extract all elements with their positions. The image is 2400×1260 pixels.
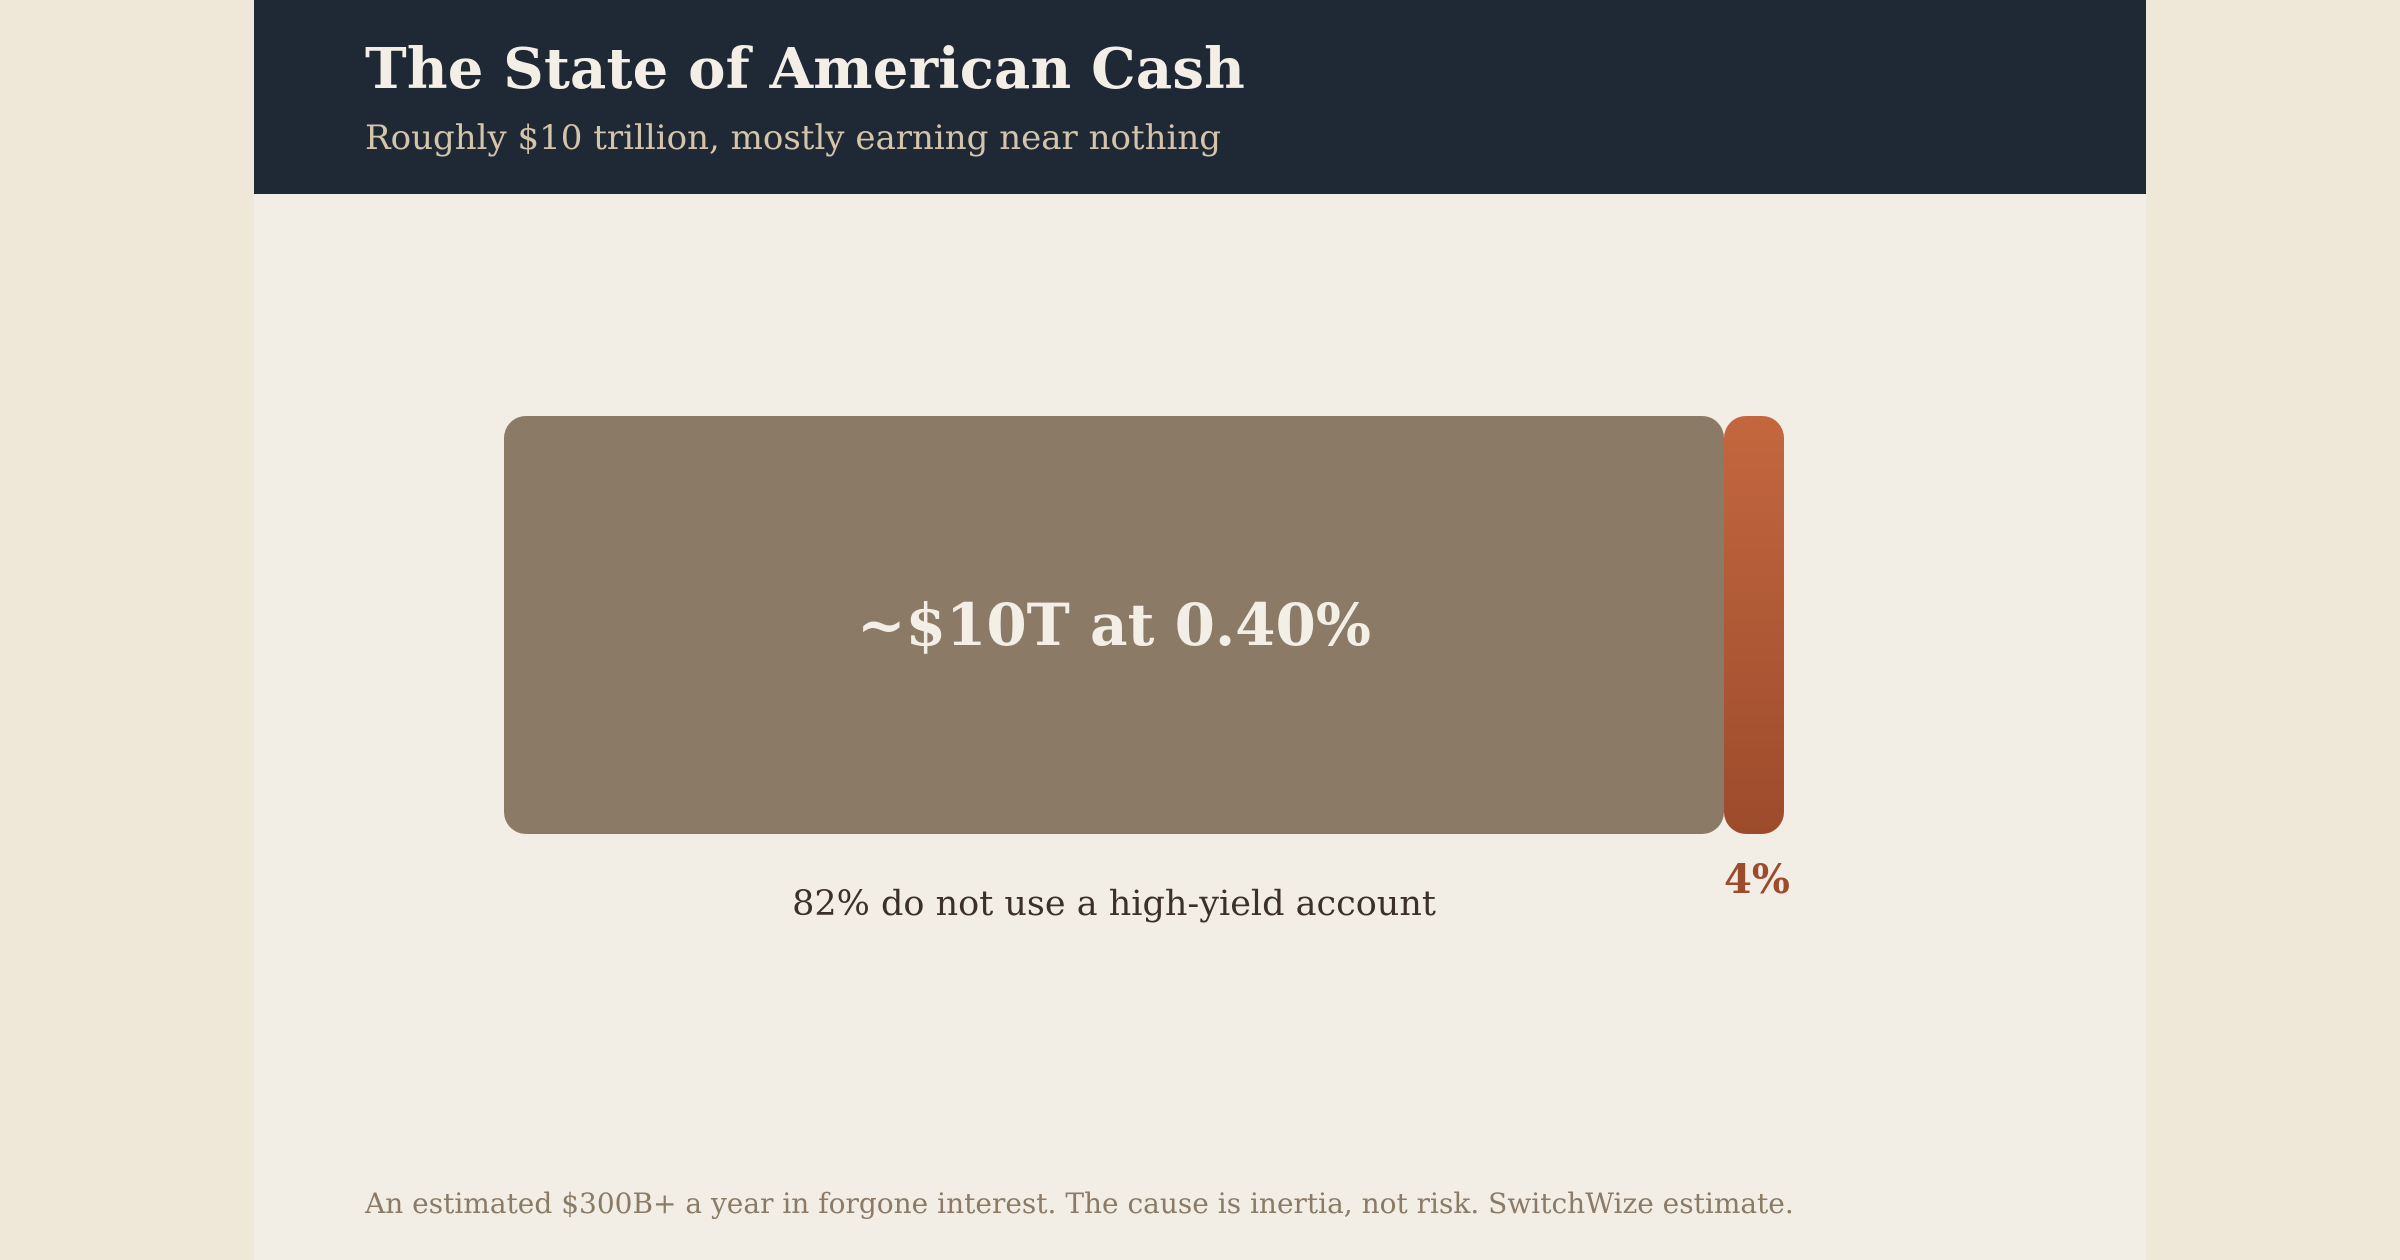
page-title: The State of American Cash <box>365 36 1246 102</box>
page-card: The State of American Cash Roughly $10 t… <box>254 0 2146 1260</box>
header: The State of American Cash Roughly $10 t… <box>254 0 2146 194</box>
footnote: An estimated $300B+ a year in forgone in… <box>365 1187 1794 1220</box>
bar-segment-caption-main: 82% do not use a high-yield account <box>792 884 1436 924</box>
chart-area: ~$10T at 0.40% 82% do not use a high-yiel… <box>254 194 2146 1260</box>
bar-segment-main: ~$10T at 0.40% <box>504 416 1724 834</box>
page-subtitle: Roughly $10 trillion, mostly earning nea… <box>365 118 1222 158</box>
bar-segment-accent <box>1724 416 1784 834</box>
bar-segment-caption-accent: 4% <box>1724 856 1790 903</box>
bar-segment-label: ~$10T at 0.40% <box>857 591 1371 659</box>
